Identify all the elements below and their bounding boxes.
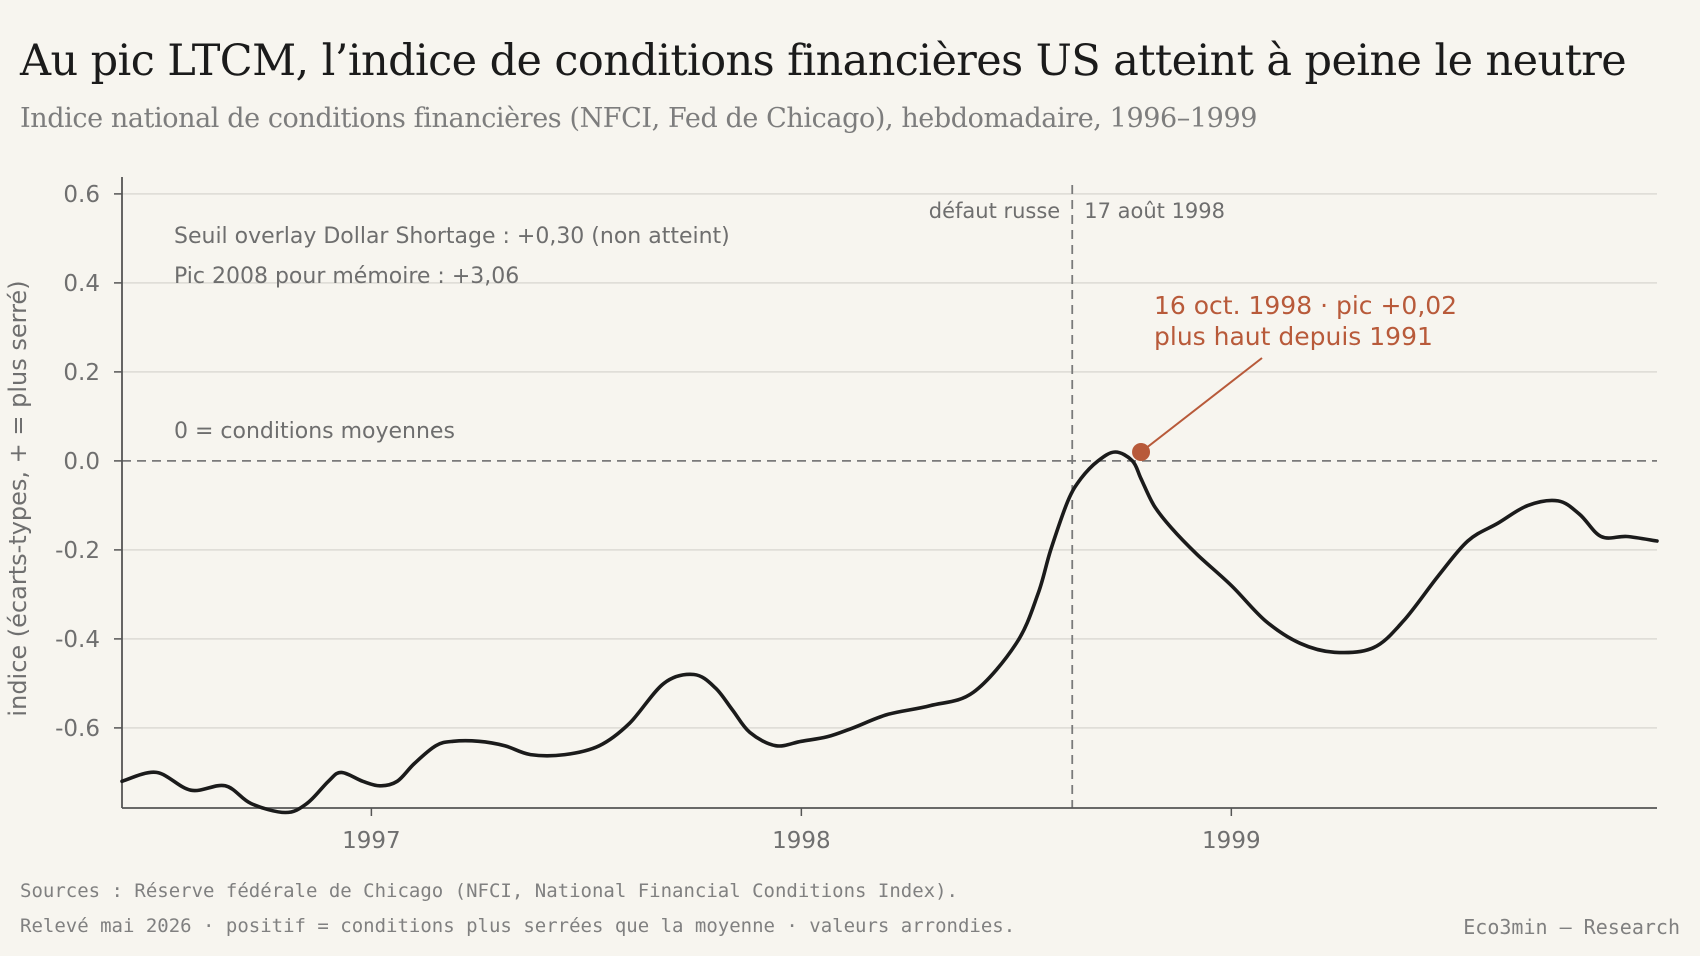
zero-line-note: 0 = conditions moyennes	[174, 419, 455, 444]
footer-notes: Relevé mai 2026 · positif = conditions p…	[20, 915, 1016, 937]
y-tick-label: 0.2	[63, 360, 100, 386]
threshold-note: Seuil overlay Dollar Shortage : +0,30 (n…	[174, 224, 730, 249]
y-tick-label: -0.4	[55, 627, 100, 653]
y-tick-label: 0.4	[63, 271, 100, 297]
y-tick-label: 0.0	[63, 449, 100, 475]
y-tick-label: -0.6	[55, 716, 100, 742]
memo-2008-note: Pic 2008 pour mémoire : +3,06	[174, 264, 519, 289]
peak-annotation-line2: plus haut depuis 1991	[1154, 322, 1433, 351]
footer-sources: Sources : Réserve fédérale de Chicago (N…	[20, 880, 958, 902]
peak-annotation-line1: 16 oct. 1998 · pic +0,02	[1154, 291, 1457, 320]
reference-lines	[122, 185, 1657, 808]
peak-point	[1132, 443, 1151, 461]
chart-title: Au pic LTCM, l’indice de conditions fina…	[20, 36, 1627, 86]
chart-subtitle: Indice national de conditions financière…	[20, 103, 1257, 134]
event-label-date: 17 août 1998	[1084, 199, 1225, 223]
event-label-russian-default: défaut russe	[929, 199, 1060, 223]
y-tick-label: 0.6	[63, 182, 100, 208]
axes	[121, 177, 1657, 809]
peak-leader-line	[1140, 357, 1263, 453]
x-tick-labels: 1997 1998 1999	[342, 808, 1261, 854]
x-tick-label: 1997	[342, 828, 401, 854]
y-tick-labels: -0.6 -0.4 -0.2 0.0 0.2 0.4 0.6	[55, 182, 100, 742]
x-tick-label: 1999	[1202, 828, 1261, 854]
y-axis-label: indice (écarts-types, + = plus serré)	[4, 280, 32, 716]
nfci-series-line	[120, 450, 1659, 815]
x-tick-label: 1998	[772, 828, 831, 854]
footer-brand: Eco3min — Research	[1463, 915, 1680, 939]
grid-lines	[114, 193, 1657, 729]
y-tick-label: -0.2	[55, 538, 100, 564]
